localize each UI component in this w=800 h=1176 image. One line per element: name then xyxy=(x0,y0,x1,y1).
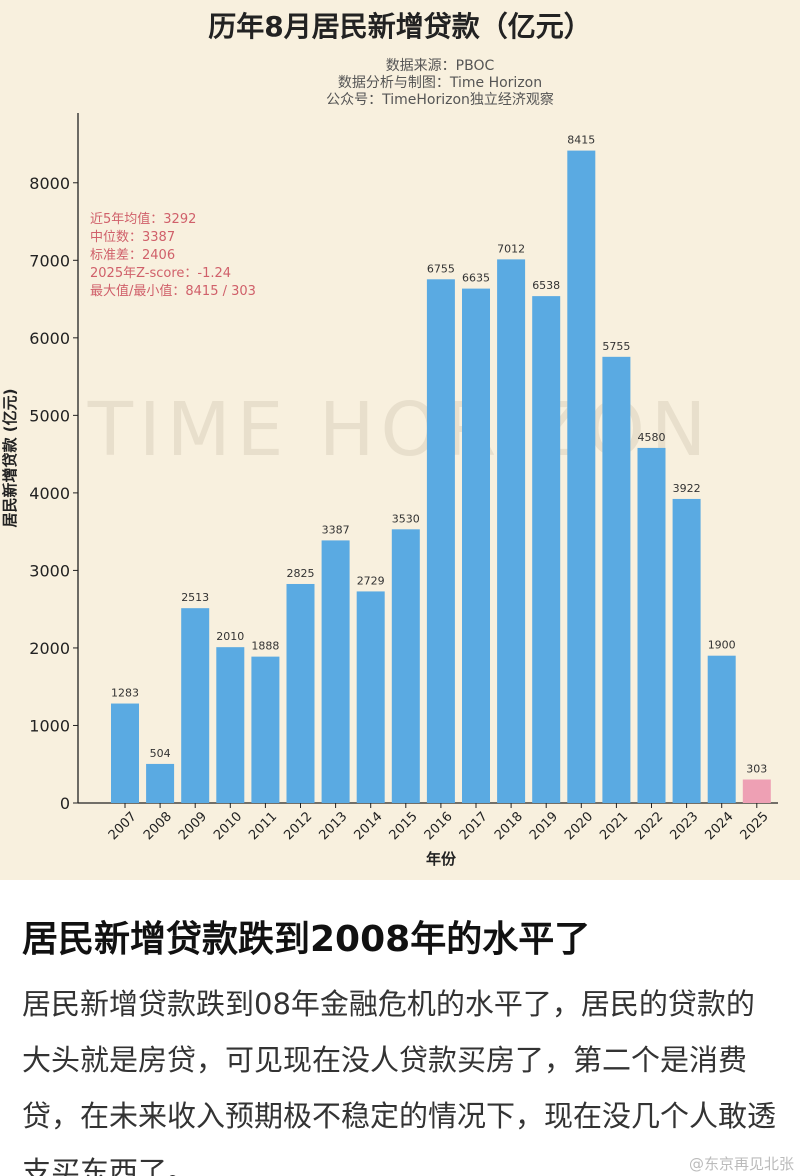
x-tick-label: 2023 xyxy=(667,809,701,843)
bar-2015 xyxy=(391,529,420,803)
bar-value-label: 1900 xyxy=(708,639,736,652)
bar-value-label: 2729 xyxy=(357,574,385,587)
bar-chart: TIME HORIZON 历年8月居民新增贷款（亿元） 数据来源：PBOC 数据… xyxy=(1,10,778,868)
x-tick-label: 2025 xyxy=(738,809,772,843)
bar-2014 xyxy=(356,591,385,803)
y-tick-label: 2000 xyxy=(29,639,70,658)
x-tick-label: 2019 xyxy=(527,809,561,843)
y-tick-label: 1000 xyxy=(29,716,70,735)
bar-value-label: 303 xyxy=(746,763,767,776)
x-tick-label: 2017 xyxy=(457,809,491,843)
y-tick-label: 3000 xyxy=(29,561,70,580)
bar-2018 xyxy=(497,259,526,803)
bar-value-label: 3922 xyxy=(673,482,701,495)
x-tick-label: 2016 xyxy=(422,809,456,843)
stat-line: 中位数：3387 xyxy=(90,230,175,245)
post-headline: 居民新增贷款跌到2008年的水平了 xyxy=(22,919,591,960)
stat-line: 最大值/最小值：8415 / 303 xyxy=(90,283,256,299)
x-tick-label: 2014 xyxy=(352,809,386,843)
bar-2007 xyxy=(111,703,139,803)
bars-group: 1283 504 2513 2010 1888 2825 3387 2729 3530 6755 6… xyxy=(111,134,771,804)
x-axis-ticks: 2007 2008 2009 2010 2011 2012 2013 2014 2015 2016… xyxy=(106,803,772,843)
bar-2023 xyxy=(672,498,701,803)
bar-2021 xyxy=(602,356,631,803)
bar-2009 xyxy=(181,608,210,803)
x-tick-label: 2008 xyxy=(141,809,175,843)
x-tick-label: 2021 xyxy=(597,809,631,843)
bar-2012 xyxy=(286,583,315,803)
chart-source-line-3: 公众号：TimeHorizon独立经济观察 xyxy=(326,91,554,108)
x-tick-label: 2013 xyxy=(316,809,350,843)
bar-value-label: 1283 xyxy=(111,687,139,700)
bar-value-label: 1888 xyxy=(251,640,279,653)
bar-2016 xyxy=(426,279,455,804)
bar-value-label: 504 xyxy=(150,747,171,760)
bar-value-label: 2825 xyxy=(287,567,315,580)
bar-value-label: 3530 xyxy=(392,512,420,525)
bar-value-label: 4580 xyxy=(638,431,666,444)
bar-value-label: 6538 xyxy=(532,279,560,292)
bar-2011 xyxy=(251,656,280,803)
y-tick-label: 4000 xyxy=(29,484,70,503)
x-tick-label: 2024 xyxy=(703,809,737,843)
stat-line: 标准差：2406 xyxy=(90,248,175,263)
bar-value-label: 3387 xyxy=(322,523,350,536)
x-tick-label: 2012 xyxy=(281,809,315,843)
bar-2025 xyxy=(742,779,771,803)
stat-line: 近5年均值：3292 xyxy=(90,211,196,227)
bar-2008 xyxy=(146,763,175,803)
bar-value-label: 8415 xyxy=(567,134,595,147)
bar-2019 xyxy=(532,296,561,803)
post-body: 居民新增贷款跌到08年金融危机的水平了，居民的贷款的大头就是房贷，可见现在没人贷… xyxy=(22,987,777,1176)
x-tick-label: 2009 xyxy=(176,809,210,843)
x-tick-label: 2020 xyxy=(562,809,596,843)
x-tick-label: 2015 xyxy=(387,809,421,843)
chart-title: 历年8月居民新增贷款（亿元） xyxy=(208,10,591,43)
y-tick-label: 5000 xyxy=(29,406,70,425)
x-tick-label: 2018 xyxy=(492,809,526,843)
y-tick-label: 7000 xyxy=(29,251,70,270)
post-watermark: @东京再见北张 xyxy=(688,1155,794,1173)
x-tick-label: 2022 xyxy=(632,809,666,843)
chart-source-line-1: 数据来源：PBOC xyxy=(386,58,495,74)
bar-value-label: 6635 xyxy=(462,272,490,285)
bar-value-label: 2513 xyxy=(181,591,209,604)
y-tick-label: 8000 xyxy=(29,174,70,193)
bar-value-label: 6755 xyxy=(427,262,455,275)
bar-2024 xyxy=(707,655,736,803)
chart-panel: TIME HORIZON 历年8月居民新增贷款（亿元） 数据来源：PBOC 数据… xyxy=(0,0,800,880)
x-tick-label: 2011 xyxy=(246,809,280,843)
y-axis-ticks: 0 1000 2000 3000 4000 5000 6000 7000 8000 xyxy=(29,174,78,813)
y-tick-label: 6000 xyxy=(29,329,70,348)
y-axis-label: 居民新增贷款 (亿元) xyxy=(1,389,19,528)
bar-value-label: 7012 xyxy=(497,242,525,255)
chart-source-line-2: 数据分析与制图：Time Horizon xyxy=(338,75,542,91)
bar-2017 xyxy=(462,288,490,803)
post-section: 居民新增贷款跌到2008年的水平了 居民新增贷款跌到08年金融危机的水平了，居民… xyxy=(0,880,800,1176)
y-tick-label: 0 xyxy=(60,794,70,813)
bar-2010 xyxy=(216,647,245,803)
bar-2013 xyxy=(321,540,350,803)
x-axis-label: 年份 xyxy=(426,850,457,868)
x-tick-label: 2010 xyxy=(211,809,245,843)
bar-2020 xyxy=(567,150,596,803)
stat-line: 2025年Z-score：-1.24 xyxy=(90,266,231,281)
x-tick-label: 2007 xyxy=(106,809,140,843)
bar-2022 xyxy=(637,447,666,803)
bar-value-label: 2010 xyxy=(216,630,244,643)
bar-value-label: 5755 xyxy=(602,340,630,353)
